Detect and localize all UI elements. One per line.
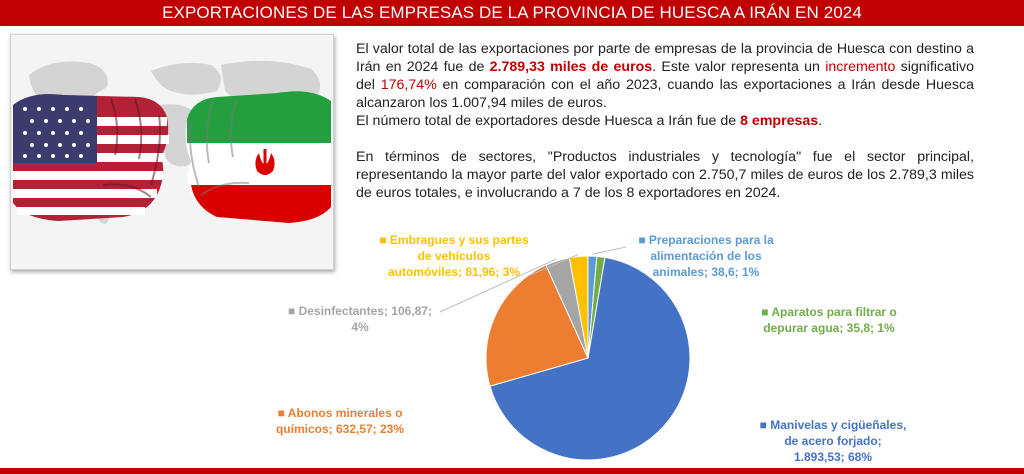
incremento-highlight: incremento xyxy=(825,59,896,75)
pie-slice-3 xyxy=(485,264,589,387)
leader-line-4 xyxy=(439,258,557,313)
paragraph-exporters: El número total de exportadores desde Hu… xyxy=(356,112,974,130)
fists-usa-iran-flags-image xyxy=(11,35,333,269)
page-title: EXPORTACIONES DE LAS EMPRESAS DE LA PROV… xyxy=(0,0,1024,26)
slice-label-2: ■ Manivelas y cigüeñales, de acero forjad… xyxy=(760,418,907,464)
footer-bar xyxy=(0,468,1024,474)
paragraph-sectors: En términos de sectores, "Productos indu… xyxy=(356,149,974,201)
percent-highlight: 176,74% xyxy=(380,77,437,93)
description-text: El valor total de las exportaciones por … xyxy=(356,40,974,202)
pie-slice-2 xyxy=(489,256,691,461)
leader-line-0 xyxy=(592,246,627,255)
text-span: . Este valor representa un xyxy=(652,59,826,75)
slice-label-1: ■ Aparatos para filtrar o depurar agua; 3… xyxy=(761,305,897,335)
text-span: . xyxy=(818,113,823,129)
text-span: El número total de exportadores desde Hu… xyxy=(356,113,741,129)
pie-slice-5 xyxy=(568,255,589,359)
text-span: significativo del xyxy=(356,59,974,93)
slice-label-0: ■ Preparaciones para la alimentación de l… xyxy=(638,233,774,279)
text-span: en comparación con el año 2023, cuando l… xyxy=(356,77,975,111)
fists-flags-image xyxy=(10,34,334,270)
text-span: El valor total de las exportaciones por … xyxy=(356,41,974,75)
leader-line-5 xyxy=(527,253,579,277)
slice-label-3: ■ Abonos minerales o químicos; 632,57; 23… xyxy=(276,406,404,436)
slice-label-5: ■ Embragues y sus partes de vehículos auto… xyxy=(379,233,529,279)
slice-label-4: ■ Desinfectantes; 106,87; 4% xyxy=(288,304,432,334)
total-value-highlight: 2.789,33 miles de euros xyxy=(489,59,653,75)
paragraph-exports-total: El valor total de las exportaciones por … xyxy=(356,40,974,112)
exporters-count-highlight: 8 empresas xyxy=(740,113,819,129)
